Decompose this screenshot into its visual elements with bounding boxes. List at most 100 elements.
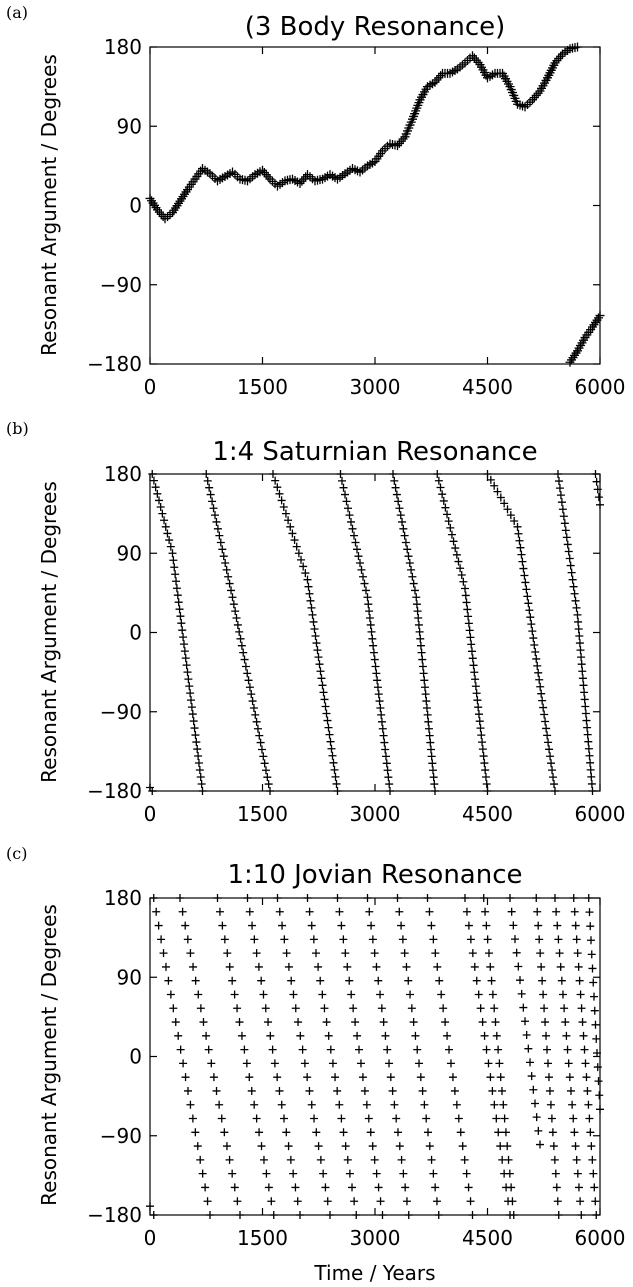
data-point: [289, 1169, 298, 1178]
data-point: [570, 1128, 579, 1137]
data-point: [349, 1004, 358, 1013]
data-point: [399, 1169, 408, 1178]
data-point: [463, 605, 472, 614]
data-point: [373, 676, 382, 685]
data-point: [189, 962, 198, 971]
data-point: [575, 639, 584, 648]
data-point: [591, 317, 600, 327]
data-point: [538, 696, 547, 705]
data-point: [351, 1018, 360, 1027]
x-tick-label: 0: [144, 1226, 157, 1250]
data-point: [570, 589, 579, 598]
data-point: [482, 780, 491, 789]
data-point: [471, 55, 481, 65]
data-point: [286, 522, 295, 531]
data-point: [321, 1183, 330, 1192]
data-point: [407, 1004, 416, 1013]
data-point: [503, 505, 512, 514]
data-point: [233, 620, 242, 629]
data-point: [486, 475, 495, 484]
data-point: [209, 1073, 218, 1082]
data-point: [507, 1183, 516, 1192]
data-point: [271, 476, 280, 485]
data-point: [405, 559, 414, 568]
data-point: [480, 759, 489, 768]
data-point: [587, 779, 596, 788]
data-point: [170, 563, 179, 572]
data-point: [245, 1073, 254, 1082]
data-point: [533, 661, 542, 670]
data-point: [554, 470, 562, 478]
data-point: [586, 765, 595, 774]
data-point: [473, 57, 483, 67]
data-point: [192, 738, 201, 747]
data-point: [401, 538, 410, 547]
data-point: [386, 787, 394, 795]
data-point: [392, 1114, 401, 1123]
data-point: [398, 517, 407, 526]
data-point: [183, 1086, 192, 1095]
data-point: [516, 976, 524, 985]
data-point: [291, 1183, 300, 1192]
data-point: [571, 348, 581, 358]
data-point: [316, 667, 325, 676]
data-point: [168, 549, 177, 558]
data-point: [345, 976, 354, 985]
data-point: [439, 1004, 448, 1013]
data-point: [478, 738, 487, 747]
data-point: [293, 1197, 302, 1206]
x-tick-label: 3000: [350, 1226, 401, 1250]
data-point: [424, 724, 433, 733]
data-point: [456, 564, 465, 573]
data-point: [292, 542, 301, 551]
data-point: [312, 639, 321, 648]
data-point: [215, 531, 224, 540]
data-point: [339, 1128, 348, 1137]
data-point: [534, 921, 543, 930]
data-point: [194, 990, 203, 999]
data-point: [359, 572, 367, 581]
data-point: [240, 1045, 249, 1054]
data-point: [220, 1128, 229, 1137]
data-point: [522, 1030, 531, 1039]
data-point: [437, 990, 446, 999]
data-point: [314, 962, 323, 971]
data-point: [464, 612, 473, 621]
data-point: [186, 1100, 195, 1109]
data-point: [417, 648, 426, 657]
data-point: [223, 949, 232, 958]
data-point: [335, 1100, 344, 1109]
data-point: [426, 745, 435, 754]
data-point: [277, 496, 286, 505]
data-point: [589, 320, 599, 330]
data-point: [347, 990, 356, 999]
data-point: [461, 591, 470, 600]
data-point: [307, 921, 316, 930]
data-point: [490, 481, 499, 490]
data-point: [176, 612, 185, 621]
data-point: [358, 1073, 367, 1082]
data-point: [581, 709, 590, 718]
chart-title-c: 1:10 Jovian Resonance: [227, 860, 522, 890]
data-point: [248, 921, 257, 930]
data-point: [176, 1045, 185, 1054]
data-point: [400, 949, 409, 958]
data-point: [152, 907, 161, 916]
data-point: [513, 522, 522, 531]
data-point: [435, 976, 444, 985]
x-tick-label: 3000: [350, 375, 401, 399]
data-point: [533, 907, 542, 916]
data-point: [341, 1142, 350, 1151]
data-point: [581, 1059, 590, 1068]
data-point: [263, 172, 273, 182]
data-point: [198, 1169, 207, 1178]
data-point: [474, 990, 483, 999]
data-point: [471, 682, 480, 691]
data-point: [253, 724, 262, 733]
data-point: [509, 1211, 518, 1219]
panel-c: (c) 1:10 Jovian Resonance Resonant Argum…: [6, 844, 625, 1285]
data-point: [429, 1169, 438, 1178]
x-tick-label: 1500: [237, 802, 288, 826]
data-point: [373, 683, 382, 692]
data-point: [403, 545, 412, 554]
